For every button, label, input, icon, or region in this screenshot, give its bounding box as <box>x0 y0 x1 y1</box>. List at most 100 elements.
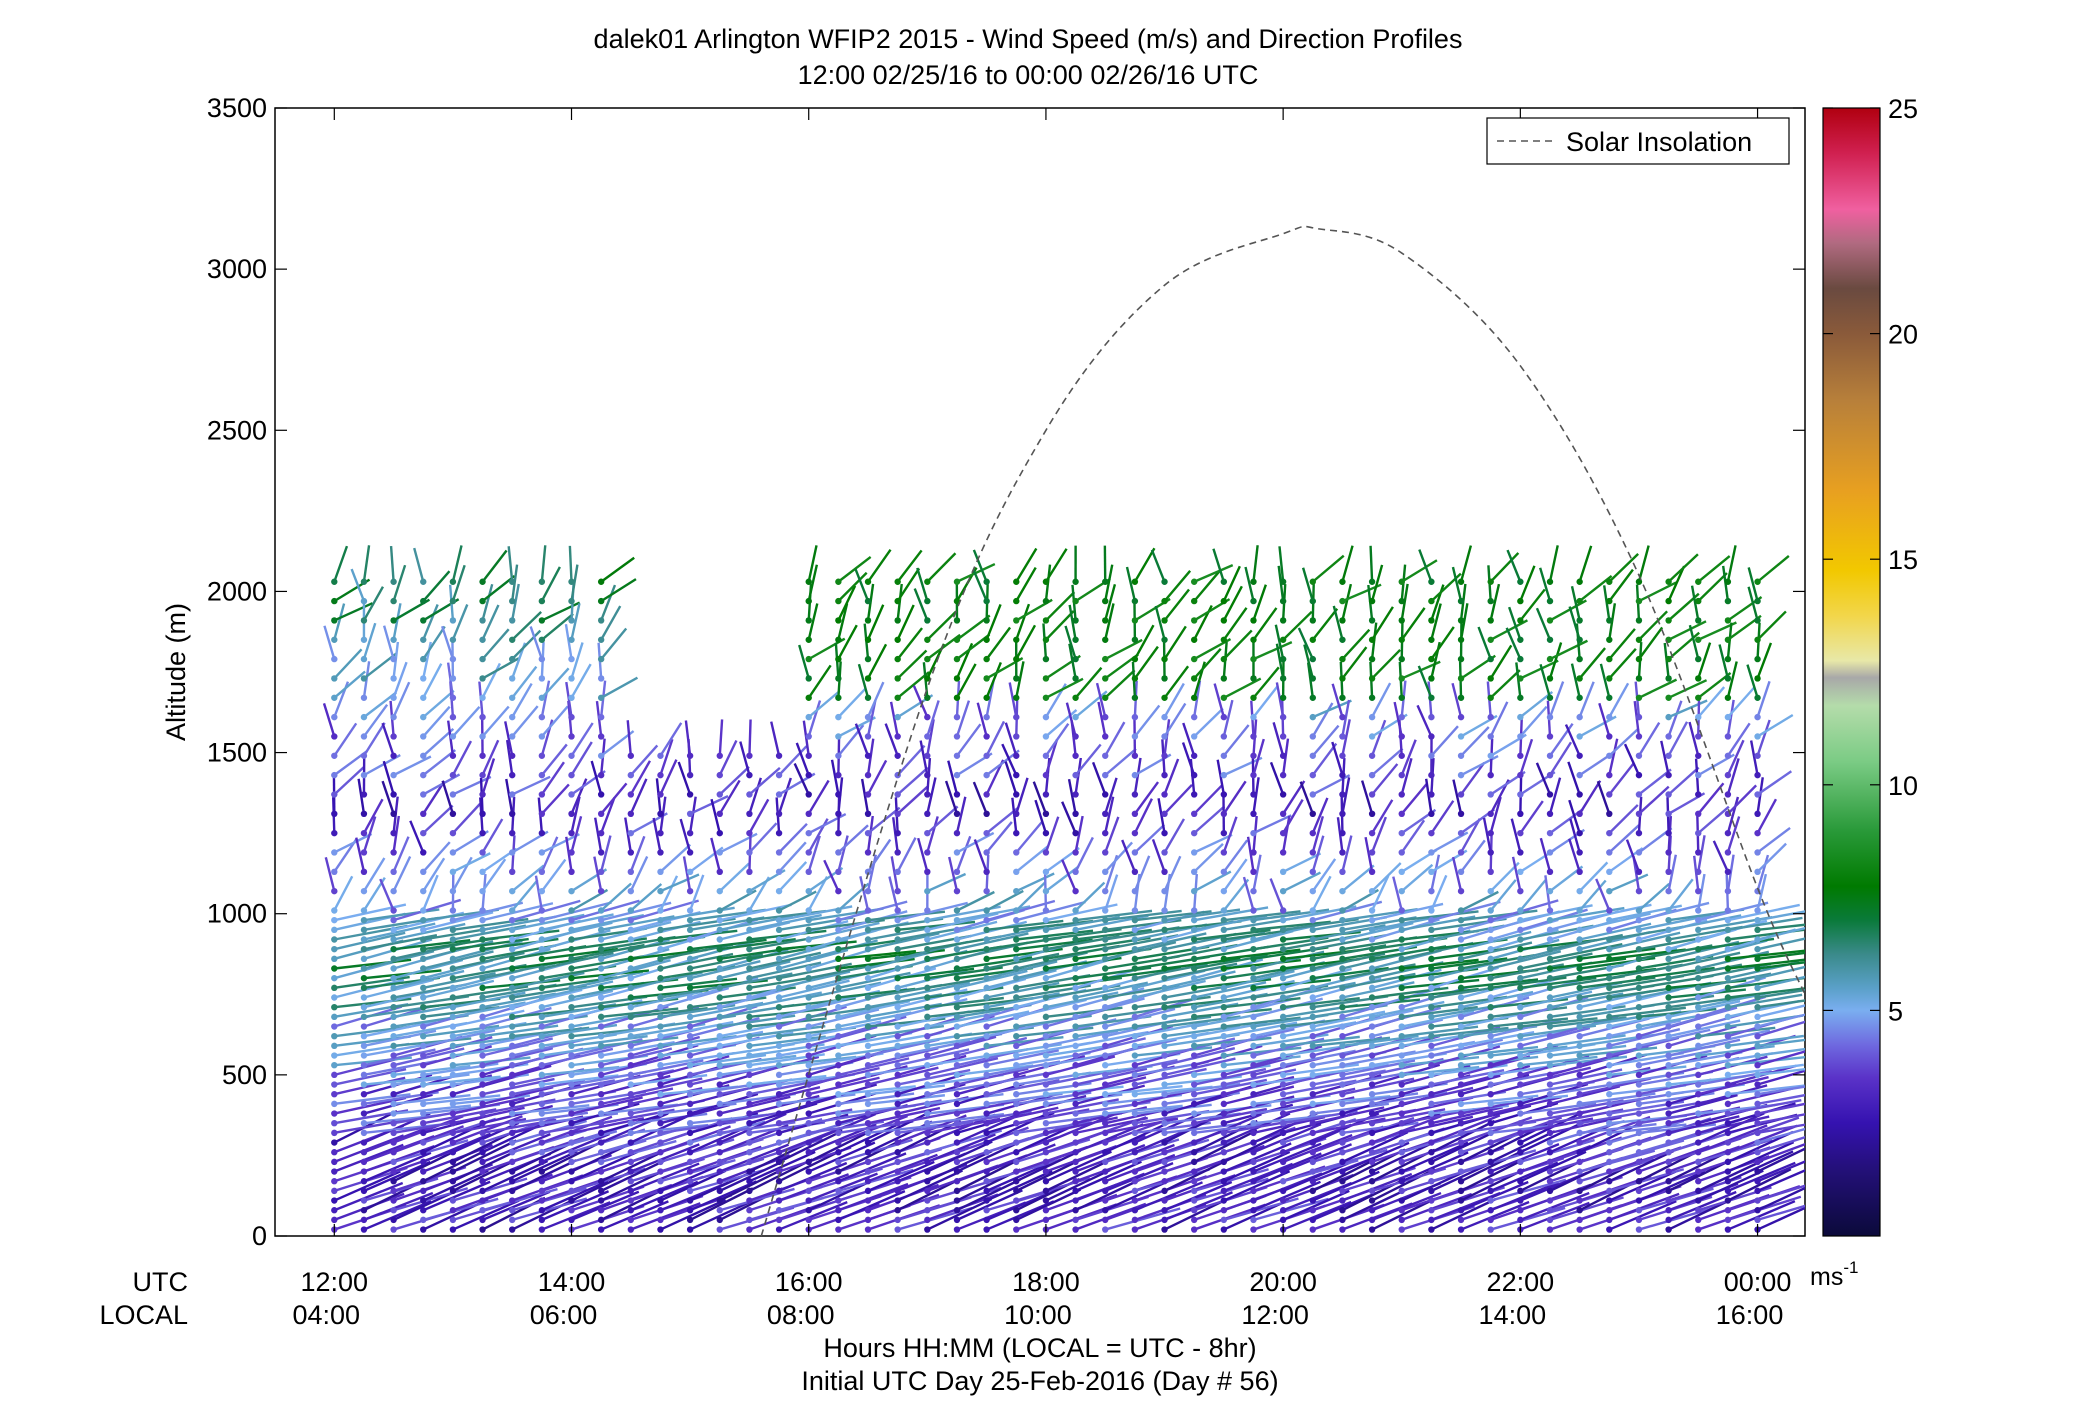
wind-barb-dot <box>805 907 812 914</box>
wind-barb-dot <box>420 984 427 992</box>
wind-barb <box>601 1007 679 1019</box>
wind-barb-dot <box>538 965 546 972</box>
wind-barb-dot <box>1754 771 1761 779</box>
wind-barb-dot <box>835 617 842 624</box>
wind-barb-dot <box>746 955 753 963</box>
wind-barb-dot <box>716 926 723 934</box>
wind-barb-dot <box>360 1139 368 1146</box>
wind-barb-dot <box>509 965 516 972</box>
wind-barb <box>1698 1029 1771 1048</box>
wind-barb-dot <box>1635 1052 1643 1059</box>
wind-barb-dot <box>1220 791 1228 798</box>
wind-barb <box>1164 1047 1236 1067</box>
wind-barb-dot <box>805 1197 812 1204</box>
wind-barb <box>1757 1067 1805 1077</box>
wind-barb-dot <box>449 1139 457 1146</box>
wind-barb-dot <box>1072 810 1079 818</box>
wind-barb-dot <box>538 1139 546 1146</box>
wind-barb-dot <box>1754 936 1761 943</box>
wind-barb-dot <box>1220 1178 1228 1185</box>
wind-barb-dot <box>953 675 961 682</box>
wind-barb-dot <box>1457 694 1465 701</box>
wind-barb-dot <box>538 887 546 895</box>
wind-barb <box>334 975 410 990</box>
wind-barb-dot <box>1398 694 1405 701</box>
wind-barb-dot <box>568 868 575 876</box>
wind-barb-dot <box>420 1187 427 1195</box>
wind-barb <box>600 1047 673 1067</box>
wind-barb-dot <box>1072 1052 1079 1059</box>
wind-barb-dot <box>686 1100 694 1108</box>
wind-barb-dot <box>1220 733 1228 740</box>
wind-barb-dot <box>1102 810 1109 818</box>
wind-barb-dot <box>1517 713 1524 721</box>
colorbar-unit-base: ms <box>1810 1263 1843 1291</box>
wind-barb <box>807 779 830 815</box>
wind-barb <box>1311 835 1325 873</box>
wind-barb-dot <box>597 1023 605 1030</box>
wind-barb-dot <box>1398 1207 1405 1214</box>
wind-barb <box>955 796 967 834</box>
wind-barb-dot <box>1428 1023 1435 1030</box>
wind-barb <box>1519 738 1534 776</box>
wind-barb-dot <box>716 1032 723 1040</box>
wind-barb-dot <box>1724 713 1732 721</box>
wind-barb-dot <box>1398 829 1405 837</box>
wind-barb-dot <box>864 1149 872 1156</box>
wind-barb-dot <box>1695 887 1702 895</box>
wind-barb-dot <box>1487 1207 1494 1214</box>
wind-barb-dot <box>1190 936 1198 943</box>
wind-barb <box>956 1140 1022 1173</box>
wind-barb-dot <box>983 694 990 701</box>
wind-barb-dot <box>1013 694 1020 701</box>
wind-barb-dot <box>1042 829 1050 837</box>
wind-barb-dot <box>1131 926 1139 934</box>
wind-barb <box>1253 978 1331 990</box>
wind-barb <box>422 604 439 641</box>
wind-barb <box>1125 566 1137 602</box>
wind-barb-dot <box>1279 1120 1287 1127</box>
wind-barb-dot <box>1339 791 1346 798</box>
wind-barb-dot <box>835 1090 842 1098</box>
wind-barb-dot <box>894 1032 901 1040</box>
wind-barb-dot <box>1576 694 1583 701</box>
wind-barb <box>1282 996 1360 1009</box>
wind-barb-dot <box>390 974 397 982</box>
wind-barb <box>1194 1104 1272 1115</box>
wind-barb-dot <box>746 1216 753 1224</box>
wind-barb <box>600 901 672 922</box>
wind-barb <box>1282 852 1322 873</box>
wind-barb <box>1727 949 1805 961</box>
wind-barb-dot <box>924 1023 931 1030</box>
wind-barb <box>1341 628 1371 660</box>
wind-barb-dot <box>449 1158 457 1166</box>
wind-barb-dot <box>1102 849 1109 856</box>
wind-barb <box>837 1152 907 1183</box>
wind-barb-dot <box>686 955 694 963</box>
wind-barb <box>1312 1158 1376 1192</box>
wind-barb <box>1727 987 1805 999</box>
wind-barb-dot <box>1546 868 1554 876</box>
wind-barb <box>1393 701 1403 737</box>
wind-barb-dot <box>1161 1032 1168 1040</box>
wind-barb-dot <box>390 1042 397 1050</box>
wind-barb-dot <box>1606 926 1613 934</box>
wind-barb-dot <box>686 1129 694 1137</box>
wind-barb <box>393 1104 472 1115</box>
wind-barb-dot <box>924 1013 931 1021</box>
wind-barb-dot <box>1606 1168 1613 1175</box>
wind-barb-dot <box>568 916 575 924</box>
wind-barb-dot <box>479 617 486 624</box>
wind-barb-dot <box>1042 868 1050 876</box>
wind-barb-dot <box>479 694 486 701</box>
wind-barb <box>422 911 494 931</box>
wind-barb-dot <box>1220 1090 1228 1098</box>
wind-barb-dot <box>449 1207 457 1214</box>
wind-barb <box>808 1076 880 1096</box>
wind-barb-dot <box>538 1197 546 1204</box>
wind-barb-dot <box>953 829 961 837</box>
wind-barb-dot <box>420 791 427 798</box>
wind-barb <box>363 1075 442 1086</box>
wind-barb <box>1341 1131 1409 1163</box>
wind-barb <box>1757 1093 1805 1106</box>
